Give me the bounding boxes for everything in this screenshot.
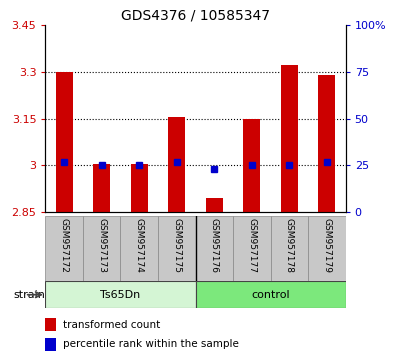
Text: percentile rank within the sample: percentile rank within the sample	[64, 339, 239, 349]
Bar	[271, 216, 308, 281]
Text: GSM957179: GSM957179	[322, 218, 331, 273]
Text: GSM957173: GSM957173	[97, 218, 106, 273]
Bar	[243, 119, 260, 212]
Bar	[83, 216, 120, 281]
Title: GDS4376 / 10585347: GDS4376 / 10585347	[121, 8, 270, 22]
Bar	[131, 164, 148, 212]
Text: GSM957172: GSM957172	[60, 218, 69, 273]
Text: GSM957177: GSM957177	[247, 218, 256, 273]
Text: Ts65Dn: Ts65Dn	[100, 290, 141, 300]
Bar	[93, 164, 110, 212]
Bar	[206, 198, 223, 212]
Text: transformed count: transformed count	[64, 320, 161, 330]
Bar	[45, 281, 196, 308]
Bar	[168, 117, 185, 212]
Bar	[56, 72, 73, 212]
Text: GSM957175: GSM957175	[172, 218, 181, 273]
Text: GSM957178: GSM957178	[285, 218, 294, 273]
Bar	[120, 216, 158, 281]
Bar	[281, 65, 298, 212]
Bar	[45, 338, 56, 350]
Bar	[45, 318, 56, 331]
Bar	[308, 216, 346, 281]
Bar	[233, 216, 271, 281]
Text: GSM957174: GSM957174	[135, 218, 144, 273]
Bar	[158, 216, 196, 281]
Bar	[196, 216, 233, 281]
Text: control: control	[251, 290, 290, 300]
Text: strain: strain	[13, 290, 45, 300]
Bar	[196, 281, 346, 308]
Bar	[45, 216, 83, 281]
Bar	[318, 75, 335, 212]
Text: GSM957176: GSM957176	[210, 218, 219, 273]
